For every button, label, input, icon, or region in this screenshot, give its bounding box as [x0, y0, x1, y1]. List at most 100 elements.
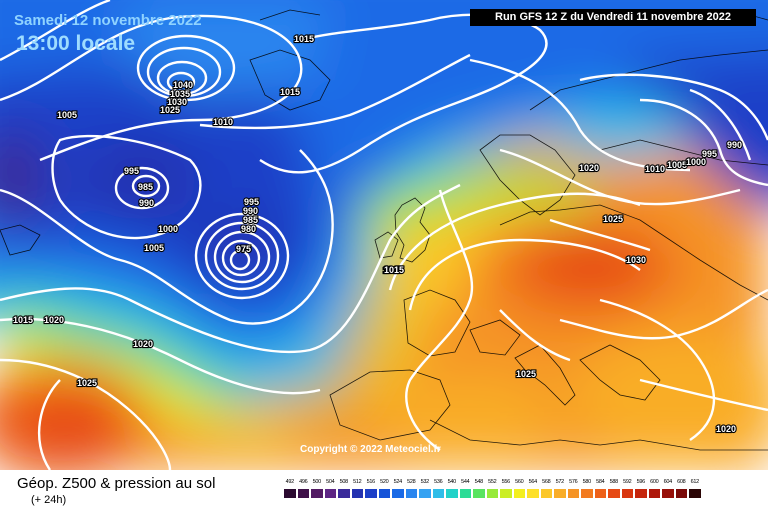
legend-swatch	[446, 489, 458, 498]
legend-swatch	[419, 489, 431, 498]
legend-item: 508	[337, 479, 351, 499]
isobar-label: 1005	[667, 160, 687, 170]
legend-label: 552	[488, 479, 497, 485]
isobar-label: 1010	[213, 117, 233, 127]
legend-item: 504	[324, 479, 338, 499]
isobar-label: 1005	[144, 243, 164, 253]
legend-label: 580	[582, 479, 592, 485]
legend-item: 516	[364, 479, 378, 499]
legend-item: 500	[310, 479, 324, 499]
legend-swatch	[527, 489, 539, 498]
color-scale-legend: 492 496 500 504 508 512 516 520 524 528 532 536 540 5…	[283, 479, 702, 499]
isobar-label: 975	[236, 244, 251, 254]
legend-item: 536	[432, 479, 446, 499]
legend-label: 500	[312, 479, 322, 485]
legend-swatch	[567, 489, 579, 498]
legend-item: 584	[594, 479, 608, 499]
legend-item: 576	[567, 479, 581, 499]
legend-label: 564	[528, 479, 538, 485]
legend-item: 524	[391, 479, 405, 499]
legend-swatch	[297, 489, 309, 498]
isobar-label: 1020	[133, 339, 153, 349]
isobar-label: 1020	[579, 163, 599, 173]
legend-item: 552	[486, 479, 500, 499]
legend-swatch	[648, 489, 660, 498]
legend-item: 532	[418, 479, 432, 499]
legend-label: 556	[501, 479, 511, 485]
isobar-label: 1020	[716, 424, 736, 434]
model-run-label: Run GFS 12 Z du Vendredi 11 novembre 202…	[470, 9, 756, 26]
legend-swatch	[689, 489, 701, 498]
legend-item: 512	[351, 479, 365, 499]
legend-item: 596	[634, 479, 648, 499]
legend-item: 520	[378, 479, 392, 499]
legend-swatch	[311, 489, 323, 498]
forecast-date: Samedi 12 novembre 2022	[14, 12, 202, 29]
isobar-label: 985	[138, 182, 153, 192]
legend-label: 560	[515, 479, 524, 485]
isobar-label: 1025	[77, 378, 97, 388]
legend-item: 604	[661, 479, 675, 499]
legend-swatch	[473, 489, 485, 498]
isobar-label: 995	[244, 197, 259, 207]
legend-swatch	[324, 489, 336, 498]
legend-swatch	[405, 489, 417, 498]
isobar-label: 1015	[13, 315, 33, 325]
isobar-label: 1015	[294, 34, 314, 44]
legend-label: 496	[299, 479, 308, 485]
legend-swatch	[675, 489, 687, 498]
legend-item: 560	[513, 479, 527, 499]
legend-item: 580	[580, 479, 594, 499]
isobar-label: 1030	[167, 97, 187, 107]
isobar-label: 985	[243, 215, 258, 225]
legend-swatch	[378, 489, 390, 498]
isobar-label: 1035	[170, 89, 190, 99]
legend-swatch	[338, 489, 350, 498]
legend-swatch	[662, 489, 674, 498]
isobar-label: 1015	[383, 265, 403, 275]
legend-swatch	[540, 489, 552, 498]
legend-item: 564	[526, 479, 540, 499]
legend-label: 520	[380, 479, 389, 485]
isobar-label: 1015	[280, 87, 300, 97]
legend-swatch	[513, 489, 525, 498]
isobar-label: 1005	[57, 110, 77, 120]
legend-item: 588	[607, 479, 621, 499]
isobar-label: 1040	[173, 80, 193, 90]
isobar-label: 1015	[384, 265, 404, 275]
legend-item: 496	[297, 479, 311, 499]
legend-label: 512	[353, 479, 362, 485]
coastlines	[0, 9, 768, 451]
legend-label: 592	[623, 479, 632, 485]
isobar-label: 990	[727, 140, 742, 150]
isobar-label: 1030	[626, 255, 646, 265]
legend-item: 612	[688, 479, 702, 499]
legend-swatch	[554, 489, 566, 498]
legend-label: 596	[636, 479, 646, 485]
legend-swatch	[581, 489, 593, 498]
isobar-label: 995	[702, 149, 717, 159]
legend-label: 532	[420, 479, 430, 485]
legend-label: 584	[596, 479, 605, 485]
isobars	[0, 0, 768, 470]
legend-label: 600	[650, 479, 659, 485]
legend-item: 572	[553, 479, 567, 499]
legend-label: 536	[434, 479, 443, 485]
legend-item: 592	[621, 479, 635, 499]
legend-item: 548	[472, 479, 486, 499]
isobar-label: 1000	[158, 224, 178, 234]
legend-item: 568	[540, 479, 554, 499]
legend-swatch	[594, 489, 606, 498]
isobar-label: 995	[124, 166, 139, 176]
legend-label: 544	[461, 479, 470, 485]
legend-label: 508	[339, 479, 349, 485]
legend-item: 540	[445, 479, 459, 499]
legend-label: 548	[474, 479, 484, 485]
legend-item: 492	[283, 479, 297, 499]
legend-swatch	[432, 489, 444, 498]
legend-swatch	[621, 489, 633, 498]
isobar-label: 990	[243, 206, 258, 216]
map-footer: Géop. Z500 & pression au sol (+ 24h) 492…	[0, 470, 768, 512]
legend-item: 608	[675, 479, 689, 499]
isobar-label: 1025	[603, 214, 623, 224]
